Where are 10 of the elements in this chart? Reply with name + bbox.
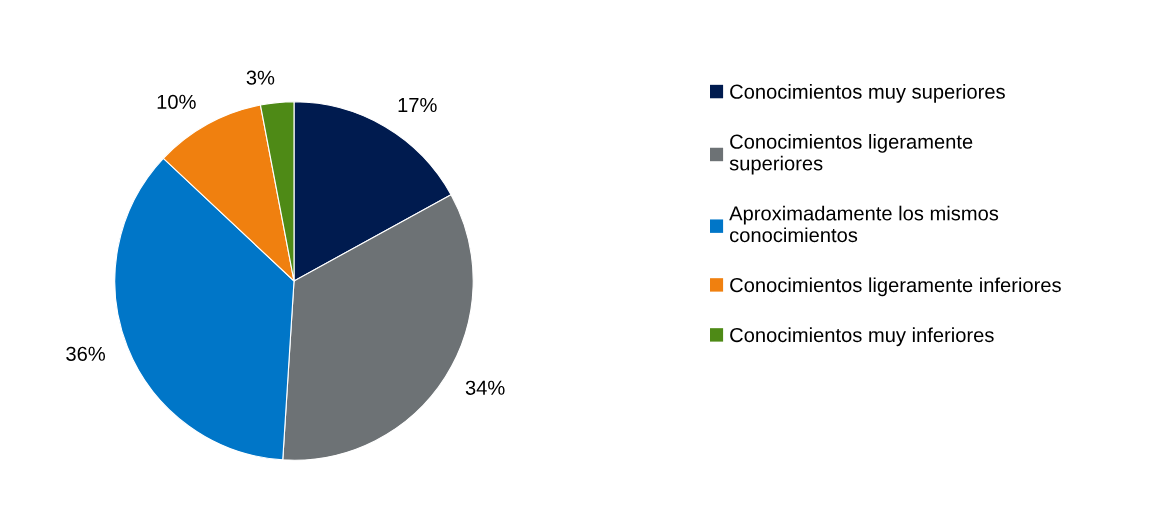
legend-label: Conocimientos ligeramente superiores xyxy=(729,134,973,175)
data-label: 36% xyxy=(66,346,106,361)
legend-label: Aproximadamente los mismos conocimientos xyxy=(729,205,999,243)
legend-label: Conocimientos muy superiores xyxy=(730,84,1005,103)
data-label: 17% xyxy=(398,97,437,113)
data-label: 3% xyxy=(246,70,275,85)
data-label: 10% xyxy=(157,94,196,109)
legend-label: Conocimientos muy inferiores xyxy=(730,327,994,347)
legend-label: Conocimientos ligeramente inferiores xyxy=(730,277,1061,297)
data-label: 34% xyxy=(465,380,505,395)
